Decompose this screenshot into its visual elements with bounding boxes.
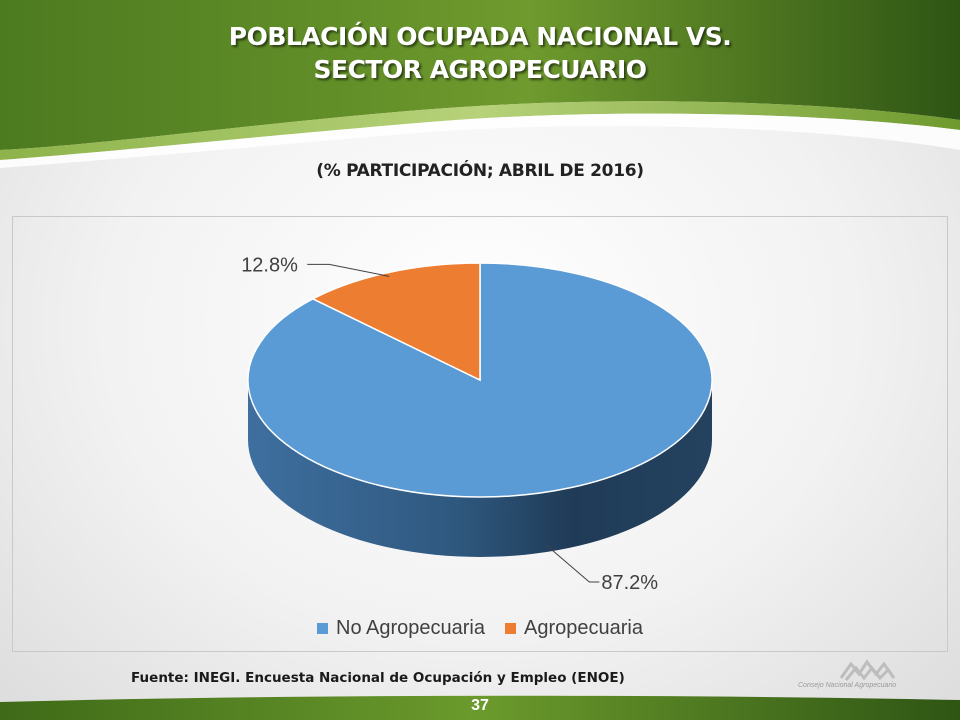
chart-frame bbox=[12, 216, 948, 652]
legend-item-no-agropecuaria: No Agropecuaria bbox=[317, 617, 485, 640]
pie-side-no-agropecuaria bbox=[248, 380, 712, 557]
cna-logo bbox=[839, 659, 896, 681]
page-number: 37 bbox=[471, 697, 489, 714]
legend-item-agropecuaria: Agropecuaria bbox=[505, 617, 643, 640]
slide-title-line1: POBLACIÓN OCUPADA NACIONAL VS. bbox=[228, 22, 732, 51]
leader-line-no-agropecuaria bbox=[547, 545, 600, 583]
pie-slice-agropecuaria bbox=[311, 262, 481, 382]
legend-swatch-no-agropecuaria bbox=[317, 623, 329, 634]
footer-bar bbox=[0, 695, 960, 720]
source-note: Fuente: INEGI. Encuesta Nacional de Ocup… bbox=[131, 670, 625, 686]
slide-subtitle: (% PARTICIPACIÓN; ABRIL DE 2016) bbox=[316, 161, 644, 181]
header-banner bbox=[0, 0, 960, 168]
logo-text: Consejo Nacional Agropecuario bbox=[798, 682, 897, 689]
chart-legend: No Agropecuaria Agropecuaria bbox=[0, 617, 960, 640]
slide-title: POBLACIÓN OCUPADA NACIONAL VS. SECTOR AG… bbox=[0, 20, 960, 86]
legend-label-no-agropecuaria: No Agropecuaria bbox=[336, 617, 485, 639]
slide-title-line2: SECTOR AGROPECUARIO bbox=[313, 55, 648, 84]
leader-line-agropecuaria bbox=[307, 263, 390, 277]
data-label-no-agropecuaria: 87.2% bbox=[601, 572, 658, 594]
legend-swatch-agropecuaria bbox=[505, 623, 516, 634]
data-label-agropecuaria: 12.8% bbox=[241, 254, 298, 276]
legend-label-agropecuaria: Agropecuaria bbox=[524, 617, 643, 639]
